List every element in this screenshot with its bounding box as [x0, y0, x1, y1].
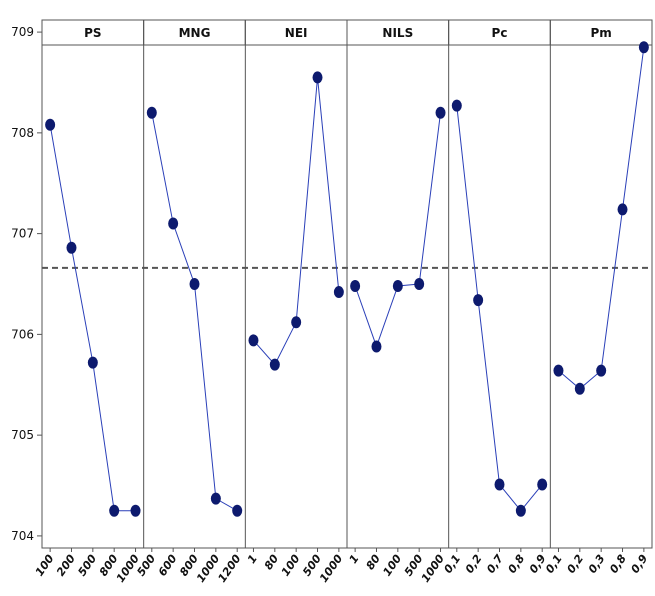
marker	[248, 334, 259, 347]
panel-title: NILS	[382, 26, 413, 40]
x-tick-label: 80	[262, 552, 282, 572]
x-tick-label: 200	[54, 552, 78, 579]
x-tick-label: 1	[245, 552, 260, 566]
marker	[87, 356, 98, 369]
marker	[435, 106, 446, 119]
x-tick-label: 0,7	[484, 552, 506, 576]
marker	[210, 492, 221, 505]
panel-title: NEI	[285, 26, 308, 40]
marker	[109, 504, 120, 517]
x-tick-label: 0,1	[543, 552, 565, 575]
marker	[596, 364, 607, 377]
y-tick-label: 706	[11, 327, 34, 341]
marker	[130, 504, 141, 517]
marker	[414, 278, 425, 290]
marker	[574, 382, 585, 395]
marker	[638, 41, 649, 54]
x-tick-label: 100	[279, 552, 303, 579]
x-tick-label: 500	[134, 552, 158, 579]
marker	[494, 478, 505, 491]
x-tick-label: 1	[347, 552, 362, 566]
marker	[168, 217, 179, 230]
y-tick-label: 709	[11, 25, 34, 39]
y-tick-label: 704	[11, 529, 34, 543]
marker	[45, 118, 56, 131]
line	[354, 112, 442, 348]
marker	[350, 280, 361, 293]
x-tick-label: 0,2	[564, 552, 586, 576]
y-tick-label: 707	[11, 227, 34, 241]
marker	[66, 241, 77, 254]
marker	[189, 278, 200, 290]
line	[49, 124, 136, 512]
x-tick-label: 0,9	[628, 552, 650, 576]
marker	[515, 504, 526, 517]
x-tick-label: 600	[156, 552, 180, 579]
y-tick-label: 705	[11, 428, 34, 442]
x-tick-label: 80	[364, 552, 384, 572]
x-tick-label: 0,8	[505, 552, 527, 576]
marker	[312, 71, 323, 84]
marker	[473, 294, 484, 307]
panel-header	[143, 19, 246, 46]
y-tick-label: 708	[11, 126, 34, 140]
x-tick-label: 0,3	[586, 552, 608, 576]
panel-title: Pc	[492, 26, 508, 40]
panel-header	[41, 19, 145, 46]
marker	[232, 504, 243, 517]
line	[151, 112, 238, 512]
marker	[333, 286, 344, 299]
x-tick-label: 0,8	[607, 552, 629, 576]
marker	[269, 358, 280, 371]
marker	[537, 478, 548, 491]
x-tick-label: 0,1	[441, 552, 463, 575]
marker	[392, 280, 403, 293]
panel-header	[448, 19, 551, 46]
panel-title: Pm	[591, 26, 612, 40]
x-tick-label: 1000	[317, 552, 345, 585]
marker	[291, 316, 302, 329]
marker	[146, 106, 157, 119]
x-tick-label: 0,2	[463, 552, 485, 576]
panel-header	[549, 19, 653, 46]
panel-header	[244, 19, 348, 46]
x-tick-label: 100	[380, 552, 404, 579]
line	[558, 47, 645, 390]
panel-title: PS	[84, 26, 101, 40]
marker	[553, 364, 564, 377]
line	[456, 105, 543, 512]
marker	[617, 203, 628, 216]
x-tick-label: 1200	[215, 552, 243, 585]
panel-title: MNG	[179, 26, 211, 40]
marker	[451, 99, 462, 112]
x-tick-label: 500	[75, 552, 99, 579]
marker	[371, 340, 382, 353]
x-tick-label: 100	[33, 552, 57, 579]
